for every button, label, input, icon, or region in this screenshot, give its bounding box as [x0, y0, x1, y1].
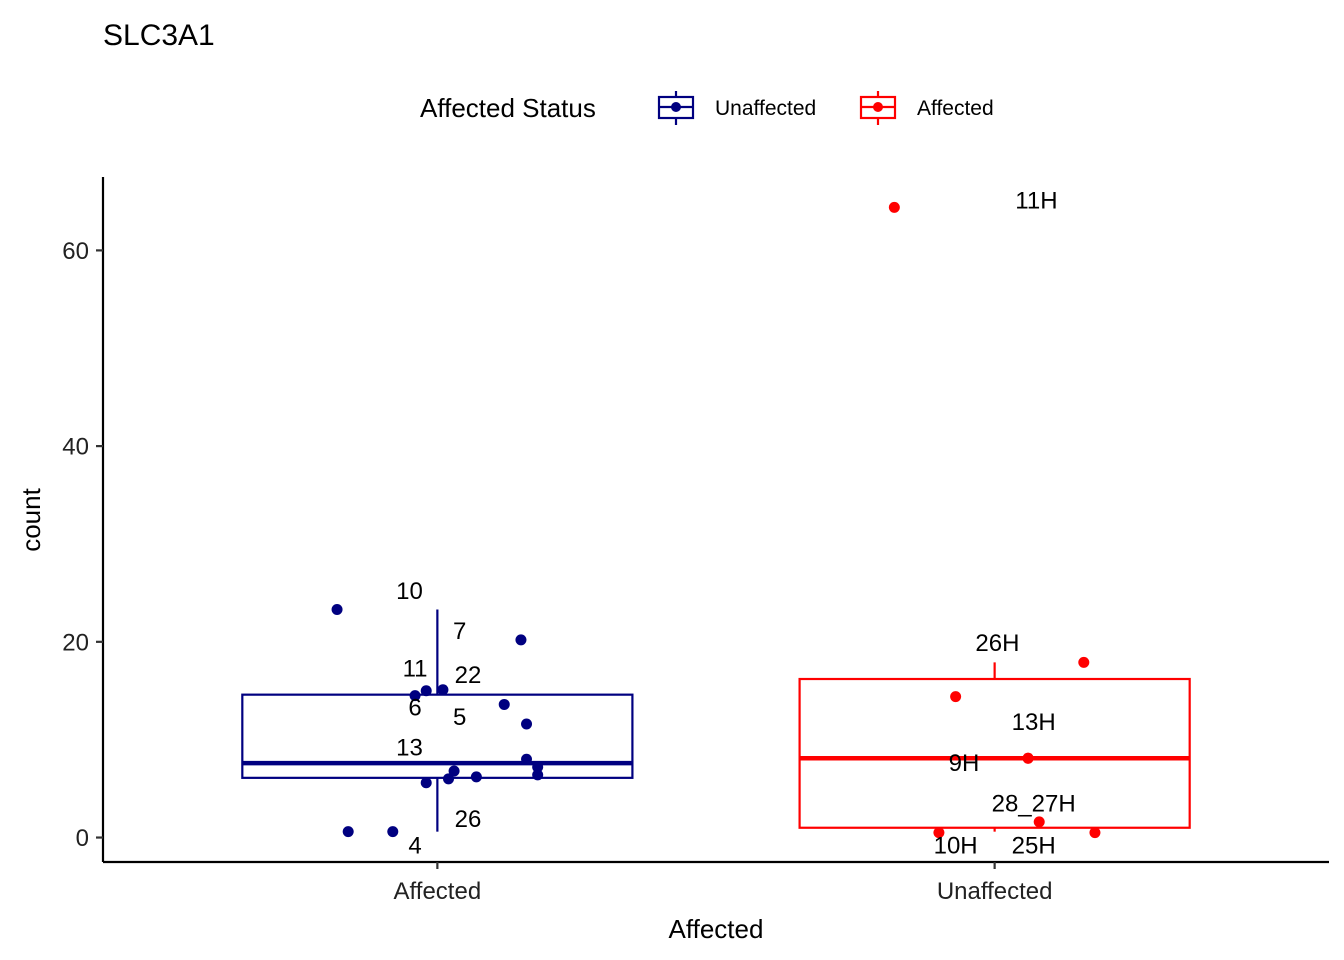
y-tick-label-40: 40	[62, 434, 89, 461]
unaffected-point-11	[470, 771, 482, 783]
legend-key-affected-dot	[873, 102, 883, 112]
point-label-4: 4	[408, 832, 421, 859]
point-label-13: 13	[396, 735, 423, 762]
point-label-26: 26	[455, 806, 482, 833]
point-label-6: 6	[408, 694, 421, 721]
point-label-26h: 26H	[975, 630, 1019, 657]
unaffected-point-14	[342, 826, 354, 838]
unaffected-point-0	[331, 604, 343, 616]
legend-key-unaffected	[657, 91, 695, 125]
unaffected-point-2	[420, 685, 432, 697]
unaffected-point-9	[448, 765, 460, 777]
point-label-22: 22	[455, 662, 482, 689]
point-label-25h: 25H	[1012, 832, 1056, 859]
point-label-13h: 13H	[1012, 709, 1056, 736]
affected-point-2	[950, 691, 962, 703]
unaffected-point-10	[532, 769, 544, 781]
axes	[101, 177, 1329, 864]
point-label-28-27h: 28_27H	[992, 790, 1076, 817]
chart-title: SLC3A1	[103, 19, 215, 52]
y-tick-label-0: 0	[76, 825, 89, 852]
affected-point-7	[1089, 827, 1101, 839]
legend-label-affected: Affected	[917, 97, 994, 120]
legend-key-affected	[859, 91, 897, 125]
unaffected-point-4	[409, 690, 421, 702]
plot-area	[241, 201, 1191, 839]
affected-point-4	[1022, 752, 1034, 764]
unaffected-box	[241, 693, 634, 779]
ticks: 0 20 40 60 Affected Unaffected	[62, 238, 1052, 905]
point-label-5: 5	[453, 704, 466, 731]
affected-point-6	[933, 827, 945, 839]
point-label-10: 10	[396, 578, 423, 605]
affected-point-0	[888, 201, 900, 213]
unaffected-point-12	[443, 773, 455, 785]
point-label-11h: 11H	[1015, 188, 1057, 215]
unaffected-point-1	[515, 634, 527, 646]
y-axis-title: count	[16, 487, 46, 551]
legend: Affected Status Unaffected Affected	[420, 91, 994, 125]
unaffected-point-5	[498, 698, 510, 710]
affected-point-5	[1033, 816, 1045, 828]
point-label-7: 7	[453, 618, 466, 645]
point-label-9h: 9H	[949, 750, 980, 777]
point-label-10h: 10H	[934, 832, 978, 859]
x-tick-label-unaffected: Unaffected	[937, 878, 1053, 905]
unaffected-point-6	[521, 718, 533, 730]
affected-box	[798, 677, 1191, 829]
unaffected-point-13	[420, 777, 432, 789]
unaffected-point-8	[532, 761, 544, 773]
unaffected-point-15	[387, 826, 399, 838]
unaffected-point-7	[521, 753, 533, 765]
x-tick-label-affected: Affected	[394, 878, 482, 905]
legend-title: Affected Status	[420, 93, 596, 123]
y-tick-label-60: 60	[62, 238, 89, 265]
point-labels: 10 7 11 22 6 5 13 26 4 11H 26H 13H 9H 28_27H 10H 25H	[396, 188, 1076, 860]
y-tick-label-20: 20	[62, 629, 89, 656]
point-label-11: 11	[403, 655, 428, 682]
legend-key-unaffected-dot	[671, 102, 681, 112]
legend-label-unaffected: Unaffected	[715, 97, 816, 120]
unaffected-point-3	[437, 684, 449, 696]
x-axis-title: Affected	[669, 914, 764, 944]
affected-point-1	[1078, 656, 1090, 668]
